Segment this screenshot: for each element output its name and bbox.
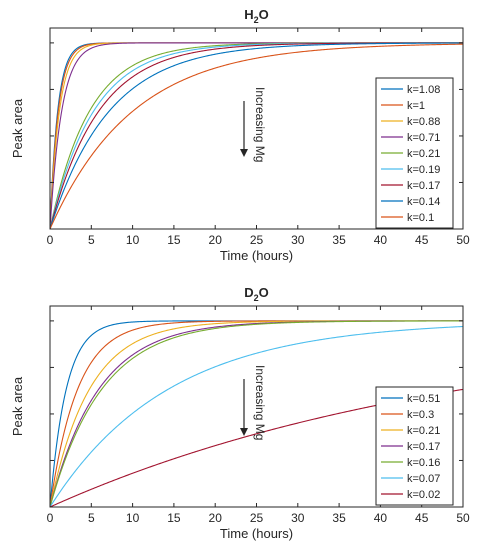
x-tick-label: 0 <box>47 233 54 247</box>
arrow-head <box>240 428 248 436</box>
legend-label: k=0.19 <box>407 164 440 176</box>
x-tick-label: 45 <box>415 233 429 247</box>
x-tick-label: 25 <box>250 511 264 525</box>
x-tick-label: 40 <box>374 511 388 525</box>
legend-label: k=0.17 <box>407 180 440 192</box>
series-line-5 <box>50 320 463 507</box>
x-tick-label: 20 <box>209 233 223 247</box>
y-axis-label: Peak area <box>10 98 25 158</box>
x-tick-label: 30 <box>291 233 305 247</box>
legend-label: k=0.07 <box>407 473 440 485</box>
legend-label: k=0.16 <box>407 457 440 469</box>
legend: k=1.08 k=1 k=0.88 k=0.71 k=0.21 k=0.19 k=0.17 k… <box>375 77 454 229</box>
legend: k=0.51 k=0.3 k=0.21 k=0.17 k=0.16 k=0.07 k=0.0… <box>375 386 454 506</box>
legend-label: k=0.17 <box>407 441 440 453</box>
chart-title-subscript: 2 <box>254 15 259 25</box>
x-tick-label: 15 <box>167 233 181 247</box>
x-tick-label: 35 <box>332 511 346 525</box>
chart-title-rest: O <box>259 285 269 300</box>
x-tick-label: 10 <box>126 511 140 525</box>
chart-title: H2O <box>244 7 269 25</box>
annotation-text: Increasing Mg <box>253 87 267 162</box>
series-line-6 <box>50 325 463 507</box>
x-tick-label: 15 <box>167 511 181 525</box>
legend-label: k=0.14 <box>407 196 440 208</box>
legend-label: k=0.88 <box>407 116 440 128</box>
x-tick-label: 5 <box>88 511 95 525</box>
x-axis-label: Time (hours) <box>220 248 293 263</box>
x-tick-label: 50 <box>456 511 470 525</box>
legend-label: k=0.21 <box>407 148 440 160</box>
arrow-head <box>240 149 248 157</box>
legend-label: k=1 <box>407 100 425 112</box>
legend-label: k=0.1 <box>407 212 434 224</box>
x-tick-label: 0 <box>47 511 54 525</box>
x-tick-label: 5 <box>88 233 95 247</box>
chart-title-main: D <box>244 285 253 300</box>
chart-title: D2O <box>244 285 269 303</box>
y-axis-label: Peak area <box>10 376 25 436</box>
x-tick-label: 45 <box>415 511 429 525</box>
legend-label: k=0.02 <box>407 489 440 501</box>
legend-label: k=0.71 <box>407 132 440 144</box>
x-tick-label: 50 <box>456 233 470 247</box>
chart-title-subscript: 2 <box>254 293 259 303</box>
chart-panel-1: H2O 0 5 10 15 20 25 30 35 40 45 50 Time (hours) Peak … <box>10 7 470 263</box>
series-line-9 <box>50 43 463 229</box>
chart-title-rest: O <box>259 7 269 22</box>
legend-label: k=0.51 <box>407 393 440 405</box>
legend-label: k=0.21 <box>407 425 440 437</box>
series-line-8 <box>50 42 463 229</box>
chart-panel-2: D2O 0 5 10 15 20 25 30 35 40 45 50 Time (hours) Peak … <box>10 285 470 541</box>
legend-label: k=0.3 <box>407 409 434 421</box>
x-tick-label: 30 <box>291 511 305 525</box>
x-tick-label: 35 <box>332 233 346 247</box>
legend-label: k=1.08 <box>407 84 440 96</box>
x-axis-label: Time (hours) <box>220 526 293 541</box>
x-tick-label: 10 <box>126 233 140 247</box>
x-tick-label: 25 <box>250 233 264 247</box>
chart-title-main: H <box>244 7 253 22</box>
legend-box <box>375 77 454 229</box>
series-lines <box>50 42 463 229</box>
x-tick-label: 20 <box>209 511 223 525</box>
annotation-text: Increasing Mg <box>253 365 267 440</box>
x-tick-label: 40 <box>374 233 388 247</box>
